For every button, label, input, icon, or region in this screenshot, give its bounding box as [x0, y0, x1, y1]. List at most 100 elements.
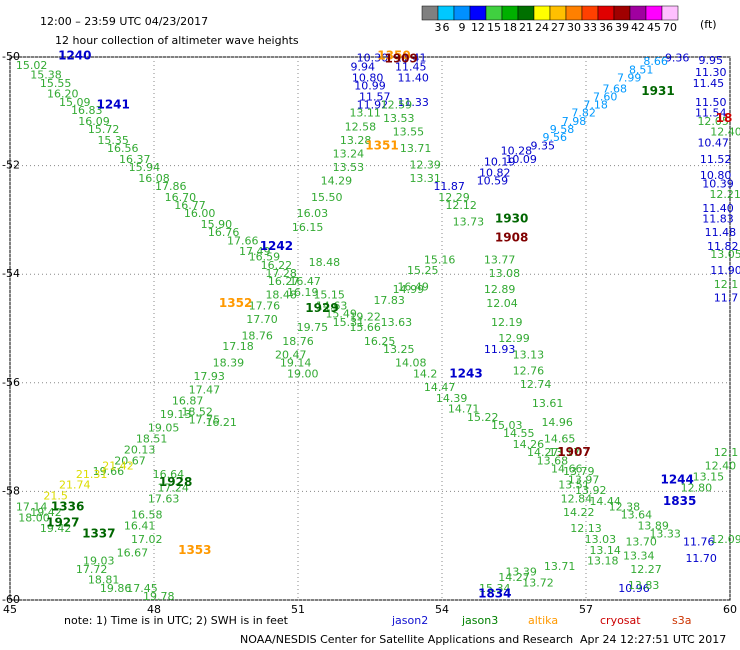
swh-value: 12.84 [561, 492, 593, 505]
swh-value: 14.99 [393, 283, 425, 296]
time-tag: 1350 [377, 49, 410, 63]
swh-value: 16.19 [287, 286, 319, 299]
swh-value: 14.27 [527, 446, 559, 459]
swh-value: 13.73 [453, 215, 485, 228]
swh-value: 11.90 [710, 264, 740, 277]
swh-value: 17.45 [126, 582, 158, 595]
swh-value: 8.51 [629, 63, 654, 76]
swh-value: 16.22 [261, 259, 293, 272]
color-scale-swatch [469, 5, 487, 21]
satellite-legend-altika: altika [528, 614, 558, 627]
swh-value: 10.82 [479, 166, 511, 179]
unit-label: (ft) [700, 18, 717, 31]
swh-value: 11.82 [707, 240, 739, 253]
swh-value: 15.15 [313, 289, 345, 302]
chart-title: 12:00 – 23:59 UTC 04/23/2017 [40, 15, 208, 28]
swh-value: 12.27 [630, 563, 662, 576]
swh-value: 18.52 [181, 405, 213, 418]
time-tag: 1930 [495, 212, 528, 226]
swh-value: 9.58 [550, 123, 575, 136]
swh-value: 13.15 [693, 471, 725, 484]
time-tag: 1928 [159, 475, 192, 489]
color-scale-label: 6 [443, 21, 450, 34]
time-tag: 1243 [449, 366, 482, 380]
footer-note: note: 1) Time is in UTC; 2) SWH is in fe… [64, 614, 289, 627]
swh-value: 16.83 [71, 104, 103, 117]
color-scale-swatch [565, 5, 583, 21]
time-tag: 1909 [384, 51, 417, 65]
swh-value: 11.83 [702, 213, 734, 226]
swh-value: 11.57 [359, 90, 391, 103]
swh-value: 13.05 [710, 248, 740, 261]
swh-value: 13.08 [489, 267, 521, 280]
time-tag: 1835 [663, 494, 696, 508]
color-scale-label: 18 [503, 21, 517, 34]
swh-value: 13.71 [544, 560, 576, 573]
swh-value: 15.94 [129, 161, 161, 174]
swh-value: 7.82 [571, 107, 596, 120]
swh-value: 13.70 [625, 536, 657, 549]
swh-value: 13.13 [513, 348, 545, 361]
x-tick-label: 48 [147, 603, 161, 616]
x-tick-label: 45 [3, 603, 17, 616]
swh-value: 11.40 [397, 71, 429, 84]
swh-value: 16.59 [249, 251, 281, 264]
time-tag-labels: 1240 1241 1242 1243 1244 1352 1350 1351 1353 1909… [46, 49, 732, 601]
y-tick-labels: -50 -52 -54 -56 -58 -60 [2, 50, 20, 606]
chart-subtitle: 12 hour collection of altimeter wave hei… [55, 34, 299, 47]
swh-value: 11.33 [397, 96, 429, 109]
swh-value: 13.97 [568, 473, 600, 486]
swh-value: 19.78 [143, 590, 175, 603]
swh-value: 18.48 [309, 256, 341, 269]
swh-value: 17.14 [16, 500, 48, 513]
x-tick-label: 57 [579, 603, 593, 616]
swh-value: 16.03 [297, 207, 329, 220]
swh-value: 13.33 [649, 528, 681, 541]
y-tick-label: -58 [2, 484, 20, 497]
swh-value: 19.13 [160, 408, 192, 421]
swh-value: 13.83 [628, 579, 660, 592]
swh-value: 12.76 [513, 365, 545, 378]
swh-value: 16.15 [292, 221, 324, 234]
swh-value: 12.58 [345, 120, 377, 133]
swh-value: 13.61 [532, 397, 564, 410]
swh-value: 13.24 [333, 147, 365, 160]
color-scale-swatch [501, 5, 519, 21]
swh-value: 15.72 [88, 123, 120, 136]
swh-value: 11.92 [357, 99, 389, 112]
swh-value: 10.28 [501, 145, 533, 158]
x-tick-label: 54 [435, 603, 449, 616]
swh-value: 18.81 [88, 574, 120, 587]
swh-value: 9.95 [699, 54, 724, 67]
color-scale-swatch [437, 5, 455, 21]
color-scale-legend: 3 6 9 12 15 18 21 24 27 30 33 36 39 42 45 70 [421, 5, 679, 34]
swh-value: 17.02 [131, 533, 163, 546]
swh-value: 15.02 [16, 59, 48, 72]
swh-value: 17.49 [239, 245, 271, 258]
swh-value: 17.72 [76, 563, 108, 576]
swh-value: 13.18 [587, 555, 619, 568]
swh-value: 13.17 [549, 446, 581, 459]
swh-value: 13.72 [522, 576, 554, 589]
swh-value: 12.38 [609, 500, 641, 513]
color-scale-label: 27 [551, 21, 565, 34]
color-scale-label: 39 [615, 21, 629, 34]
swh-value: 12.04 [486, 297, 518, 310]
color-scale-label: 3 [435, 21, 442, 34]
swh-value: 15.55 [40, 77, 72, 90]
swh-value: 19.75 [297, 321, 329, 334]
swh-value: 14.47 [424, 381, 456, 394]
swh-value-labels: 10.309.9410.8010.9911.5711.9211.4111.451… [16, 51, 740, 603]
swh-value: 16.49 [397, 280, 429, 293]
swh-value: 11.7 [714, 291, 739, 304]
swh-value: 15.25 [407, 264, 439, 277]
swh-value: 21.5 [43, 490, 68, 503]
swh-value: 16.41 [124, 519, 156, 532]
swh-value: 16.27 [268, 275, 300, 288]
time-tag: 1240 [58, 49, 91, 63]
swh-value: 14.63 [316, 299, 348, 312]
swh-value: 15.16 [424, 253, 456, 266]
swh-value: 11.93 [484, 343, 516, 356]
swh-value: 17.86 [155, 180, 187, 193]
